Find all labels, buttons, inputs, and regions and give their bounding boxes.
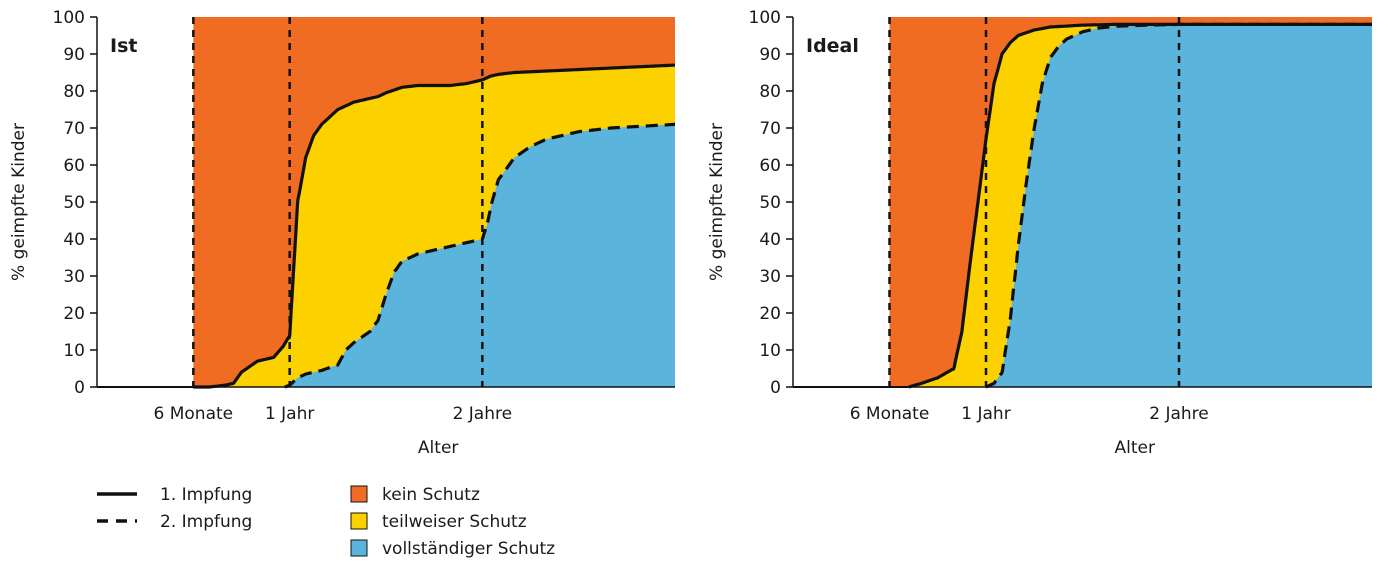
series-line-2-impfung [985, 22, 1372, 389]
y-tick-label: 10 [63, 341, 85, 361]
y-tick-label: 70 [759, 119, 781, 139]
y-tick-label: 60 [759, 156, 781, 176]
series-line-1-impfung [193, 63, 676, 389]
area-vollstaendiger-schutz [889, 24, 1372, 388]
x-axis-title: Alter [418, 438, 458, 458]
x-tick-label: 6 Monate [154, 404, 234, 424]
x-tick-label: 2 Jahre [1149, 404, 1209, 424]
legend-swatch-kein [350, 485, 368, 503]
legend-label: 2. Impfung [160, 512, 252, 532]
legend-swatch-teilweise [350, 512, 368, 530]
chart-panel-ideal: 0 10 20 30 40 50 60 70 80 90 100 6 Monate 1 Jahr 2 Ja… [707, 8, 1372, 458]
y-tick-label: 100 [749, 8, 781, 28]
y-tick-label: 80 [63, 82, 85, 102]
y-tick-label: 10 [759, 341, 781, 361]
y-tick-label: 50 [63, 193, 85, 213]
y-tick-label: 70 [63, 119, 85, 139]
legend: 1. Impfung 2. Impfung kein Schutz teilweise… [97, 485, 555, 559]
y-tick-label: 40 [63, 230, 85, 250]
y-axis-title: % geimpfte Kinder [9, 123, 29, 281]
y-tick-label: 60 [63, 156, 85, 176]
y-tick-label: 50 [759, 193, 781, 213]
y-tick-label: 90 [759, 45, 781, 65]
area-vollstaendiger-schutz [193, 124, 676, 388]
legend-label: kein Schutz [382, 485, 480, 505]
legend-label: vollständiger Schutz [382, 539, 555, 559]
legend-label: teilweiser Schutz [382, 512, 527, 532]
y-tick-label: 80 [759, 82, 781, 102]
y-tick-label: 90 [63, 45, 85, 65]
y-tick-label: 40 [759, 230, 781, 250]
y-tick-label: 30 [759, 267, 781, 287]
x-tick-label: 6 Monate [850, 404, 930, 424]
x-tick-label: 1 Jahr [265, 404, 314, 424]
y-tick-label: 0 [74, 378, 85, 398]
y-tick-label: 20 [63, 304, 85, 324]
x-axis-title: Alter [1115, 438, 1155, 458]
panel-label: Ist [110, 35, 137, 57]
panel-label: Ideal [806, 35, 859, 57]
y-axis-title: % geimpfte Kinder [707, 123, 727, 281]
legend-swatch-voll [350, 539, 368, 557]
x-tick-label: 1 Jahr [961, 404, 1010, 424]
series-line-2-impfung [284, 122, 676, 389]
y-tick-label: 100 [53, 8, 85, 28]
y-tick-label: 30 [63, 267, 85, 287]
y-tick-label: 0 [770, 378, 781, 398]
x-tick-label: 2 Jahre [453, 404, 513, 424]
legend-label: 1. Impfung [160, 485, 252, 505]
y-tick-label: 20 [759, 304, 781, 324]
chart-panel-ist: 0 10 20 30 40 50 60 70 80 90 100 6 Monate 1 Jahr 2 Ja… [9, 8, 676, 458]
